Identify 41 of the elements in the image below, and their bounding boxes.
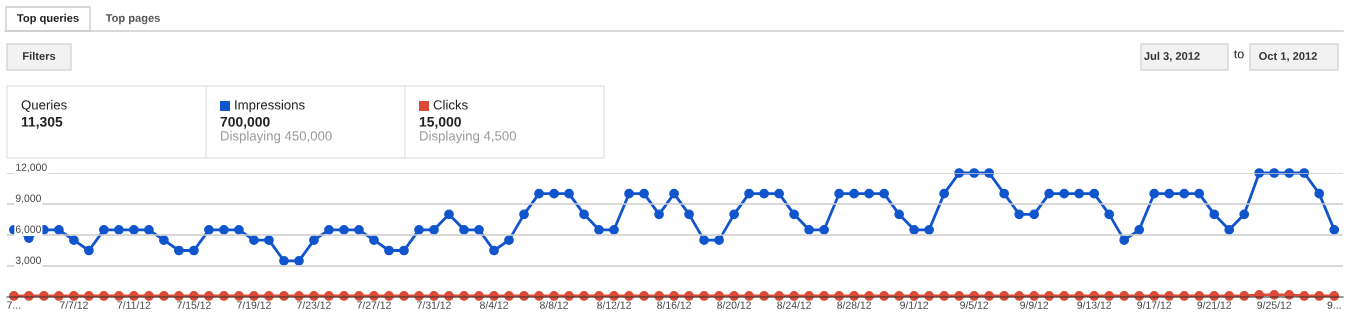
x-tick-label: 9/17/12: [1137, 301, 1172, 309]
y-tick-label: 9,000: [15, 194, 41, 204]
text: Oct 1, 2012: [1259, 52, 1317, 62]
x-tick-label: 7...: [7, 301, 21, 309]
x-tick-label: 7/11/12: [117, 301, 151, 309]
x-tick-label: 9/5/12: [960, 301, 989, 309]
text: Displaying 450,000: [221, 130, 332, 144]
y-tick-label: 3,000: [15, 256, 41, 266]
x-tick-label: 8/24/12: [777, 301, 811, 309]
x-tick-label: 8/20/12: [717, 301, 751, 309]
x-tick-label: 7/7/12: [59, 301, 88, 309]
text: 700,000: [220, 116, 270, 129]
text: to: [1233, 50, 1244, 59]
x-tick-label: 8/16/12: [657, 301, 691, 309]
text: Filters: [23, 51, 56, 60]
x-tick-label: 9...: [1327, 301, 1341, 309]
text: Queries: [21, 99, 67, 112]
x-tick-label: 9/21/12: [1197, 301, 1232, 309]
x-tick-label: 8/28/12: [837, 301, 871, 309]
x-tick-label: 9/25/12: [1257, 301, 1292, 309]
y-tick-label: 12,000: [16, 163, 47, 173]
text: Jul 3, 2012: [1144, 51, 1200, 62]
x-tick-label: 7/15/12: [177, 301, 211, 309]
text: Top queries: [17, 13, 79, 25]
x-tick-label: 7/31/12: [417, 301, 451, 309]
legend-label: Clicks: [433, 99, 468, 110]
text: Displaying 4,500: [420, 130, 517, 144]
legend-label: Impressions: [235, 99, 305, 113]
text: Top pages: [105, 14, 160, 25]
x-tick-label: 9/1/12: [900, 301, 929, 309]
x-tick-label: 7/27/12: [357, 301, 391, 309]
text: 11,305: [21, 116, 63, 129]
x-tick-label: 8/12/12: [597, 301, 631, 309]
text: 15,000: [419, 116, 461, 129]
x-tick-label: 9/13/12: [1077, 301, 1112, 309]
x-tick-label: 8/8/12: [540, 301, 568, 309]
x-tick-label: 7/19/12: [237, 301, 271, 309]
y-tick-label: 6,000: [15, 225, 41, 235]
x-tick-label: 8/4/12: [479, 301, 508, 309]
x-tick-label: 9/9/12: [1020, 301, 1049, 309]
x-tick-label: 7/23/12: [297, 301, 331, 309]
